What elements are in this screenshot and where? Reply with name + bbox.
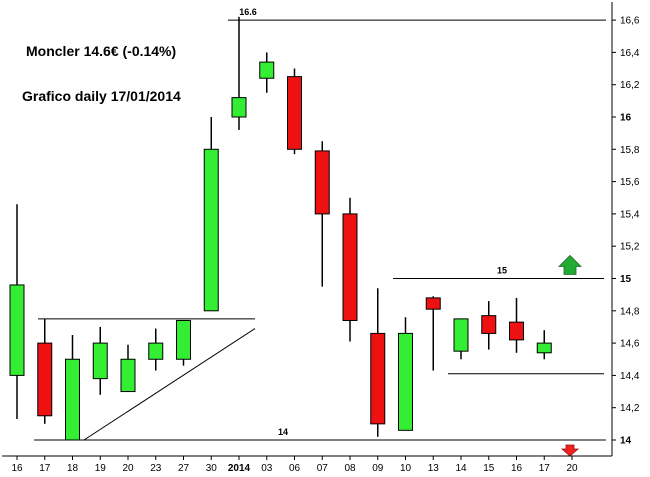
candle [176,319,191,366]
down-arrow-icon [560,444,580,457]
y-tick-label: 14,6 [620,339,640,350]
x-tick-label: 27 [178,463,190,474]
candle-body [231,97,247,118]
candle-body [65,358,80,441]
x-tick-label: 08 [344,463,356,474]
candle-body [9,284,25,376]
candle-body [287,76,302,150]
y-axis: 14 14,2 14,4 14,6 14,8 15 15,2 15,4 15,6 15,8 16 16… [611,2,640,456]
candle-body [37,342,53,417]
level-label: 16.6 [239,7,257,17]
y-tick-label: 16 [620,113,632,124]
candle [536,330,552,360]
x-tick-label: 18 [67,463,79,474]
y-tick-label: 15 [620,274,632,285]
y-tick-label: 15,8 [620,145,640,156]
x-tick-label: 13 [428,463,440,474]
x-tick-label: 15 [483,463,495,474]
candle [9,204,25,420]
level-lines: 16.6 15 14 [34,7,606,441]
x-tick-label: 14 [455,463,467,474]
x-tick-label: 30 [206,463,218,474]
y-tick-label: 15,6 [620,177,640,188]
x-tick-label: 23 [150,463,162,474]
up-arrow-icon [558,254,582,275]
level-label: 14 [278,427,288,437]
x-axis: 16 17 18 19 20 23 27 30 2014 03 06 07 08 09 10 13 14 15 16… [2,455,612,474]
candle [259,52,275,93]
x-tick-label: 20 [566,463,578,474]
triangle-rising-line [83,328,256,441]
candle [37,318,53,424]
candle-body [536,342,552,354]
candle [148,328,164,371]
y-tick-label: 14,2 [620,403,640,414]
candle [92,326,108,395]
x-tick-label: 19 [95,463,107,474]
x-tick-label: 2014 [228,463,251,474]
candle [425,296,441,371]
candle-body [203,148,219,312]
x-tick-label: 17 [39,463,51,474]
candle [453,318,469,360]
level-label: 15 [497,266,507,276]
candle [509,297,524,353]
y-tick-label: 15,4 [620,209,640,220]
y-tick-label: 16,6 [620,16,640,27]
candle-body [453,318,469,352]
candle-body [398,332,413,431]
candle-body [148,342,164,360]
x-tick-label: 16 [511,463,523,474]
chart-title: Moncler 14.6€ (-0.14%) [26,43,176,59]
candle-body [481,315,497,334]
candle-body [92,342,108,380]
candle [342,197,358,342]
candle [203,117,219,312]
candle [481,301,497,350]
trend-lines [38,318,604,441]
x-tick-label: 09 [372,463,384,474]
y-tick-label: 15,2 [620,242,640,253]
y-tick-label: 16,4 [620,48,640,59]
x-tick-label: 16 [11,463,23,474]
chart-subtitle: Grafico daily 17/01/2014 [22,88,181,104]
x-tick-label: 07 [317,463,329,474]
x-tick-label: 17 [539,463,551,474]
y-tick-label: 16,2 [620,80,640,91]
candle-body [509,321,524,341]
candle-body [342,213,358,321]
x-tick-label: 03 [261,463,273,474]
candle-body [425,297,441,310]
x-tick-label: 20 [122,463,134,474]
candle [314,141,330,287]
candle [398,317,413,431]
x-tick-label: 06 [289,463,301,474]
x-tick-label: 10 [400,463,412,474]
signal-arrows [558,254,582,457]
candle [231,16,247,130]
candle-body [314,150,330,215]
y-tick-label: 14 [620,436,632,447]
candle [287,68,302,155]
y-tick-label: 14,4 [620,371,640,382]
candle [65,335,80,441]
candle-body [120,358,136,393]
candles [9,16,552,441]
candle-body [370,332,386,425]
candle-body [176,319,191,360]
candle [120,344,136,393]
candle [370,288,386,437]
y-tick-label: 14,8 [620,306,640,317]
candle-body [259,61,275,79]
